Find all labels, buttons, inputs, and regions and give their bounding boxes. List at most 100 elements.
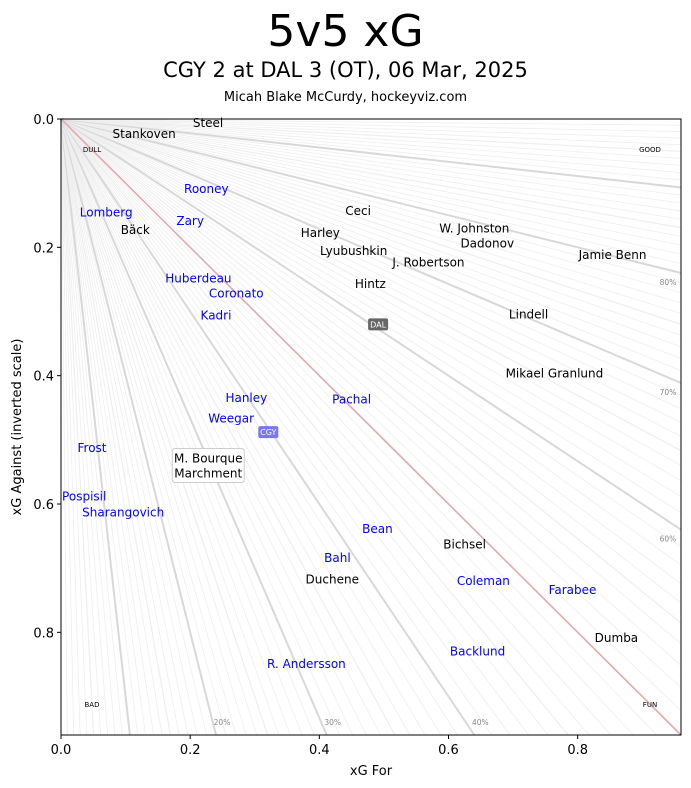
x-tick-label: 0.2 [180,743,201,758]
ray-line [60,118,682,566]
ray-line [60,118,217,736]
player-label: Farabee [549,583,597,597]
ray-line [60,118,396,736]
player-label: Pospisil [62,489,106,503]
y-tick-label: 0.4 [33,370,54,385]
corner-label-dull: DULL [83,146,101,154]
player-label: Zary [176,214,204,228]
ray-line [60,118,682,139]
ray-line [60,118,682,482]
chart-title: 5v5 xG [267,6,424,57]
ray-line [60,118,682,274]
player-label: Dadonov [460,236,514,250]
ray-line [60,118,227,736]
player-label: Stankoven [113,127,176,141]
ray-line [60,118,172,736]
ray-line [60,118,207,736]
ray-line [60,118,682,284]
player-label: Backlund [450,645,505,659]
ray-line [60,118,682,229]
ray-line [60,118,682,126]
ray-line [60,118,682,166]
ray-line [60,118,189,736]
ray-line [60,118,682,514]
ray-line [60,118,682,189]
ray-line [60,118,682,173]
x-tick-label: 0.4 [309,743,330,758]
ray-line [60,118,682,688]
y-tick-label: 0.6 [33,498,54,513]
ray-line [60,118,411,736]
x-axis-label: xG For [350,764,393,779]
team-average-badge [368,318,389,331]
y-axis-label: xG Against (inverted scale) [10,339,25,516]
ray-line [60,118,381,736]
player-group-box [171,448,245,483]
ray-line [60,118,682,132]
player-label: W. Johnston [439,222,509,236]
ray-line [60,118,81,736]
ray-line [60,118,682,204]
ray-line [60,118,682,304]
ray-line [60,118,682,712]
player-label: J. Robertson [391,256,464,270]
ray-line [60,118,146,736]
plot-frame [60,118,682,736]
player-label: Bäck [121,223,150,237]
ray-line [60,118,682,410]
ray-line [60,118,237,736]
corner-label-good: GOOD [639,146,661,154]
player-label: Rooney [184,182,229,196]
team-average-label: DAL [370,320,386,329]
ray-line [60,118,682,348]
player-label: Weegar [208,412,254,426]
ray-line [60,118,530,736]
player-label: Lomberg [80,206,133,220]
x-tick-label: 0.6 [438,743,459,758]
percent-label: 30% [324,718,341,727]
ray-line [60,118,682,255]
ray-line [60,118,75,736]
corner-label-bad: BAD [85,701,100,709]
ray-line [60,118,682,666]
ray-line [60,118,549,736]
plot-marks: DULL GOOD BAD FUN 80% 70% 60% 20% 30% 40% DAL CGY St… [62,116,676,727]
player-label: Kadri [201,308,232,322]
player-label: Jamie Benn [578,248,647,262]
ray-line [60,118,180,736]
ray-line [60,118,682,181]
ray-line [60,118,682,325]
player-label: Hintz [355,277,386,291]
ray-line [60,118,682,220]
percent-label: 60% [660,535,677,544]
ray-line [60,118,88,736]
ray-line [60,118,682,645]
ray-line [60,118,682,397]
percent-label: 80% [660,278,677,287]
ray-line [60,118,511,736]
y-tick-label: 0.0 [33,113,54,128]
player-label: Pachal [332,392,371,406]
ray-line [60,118,657,736]
ray-line [60,118,682,624]
player-label: Bahl [324,551,351,565]
ray-line [60,118,442,736]
ray-line [60,118,682,423]
ray-line [60,118,315,736]
chart-subtitle: CGY 2 at DAL 3 (OT), 06 Mar, 2025 [163,58,528,82]
ray-line [60,118,569,736]
player-label: Sharangovich [82,505,164,519]
ray-line [60,118,95,736]
ray-line [60,118,682,237]
x-tick-label: 0.8 [567,743,588,758]
player-label: Frost [78,441,107,455]
ray-line [60,118,682,314]
ray-line [60,118,612,736]
player-label: Marchment [174,467,242,481]
ray-line [60,118,634,736]
player-label: Duchene [306,573,359,587]
ray-line [60,118,155,736]
ray-line [60,118,682,246]
ray-line [60,118,426,736]
